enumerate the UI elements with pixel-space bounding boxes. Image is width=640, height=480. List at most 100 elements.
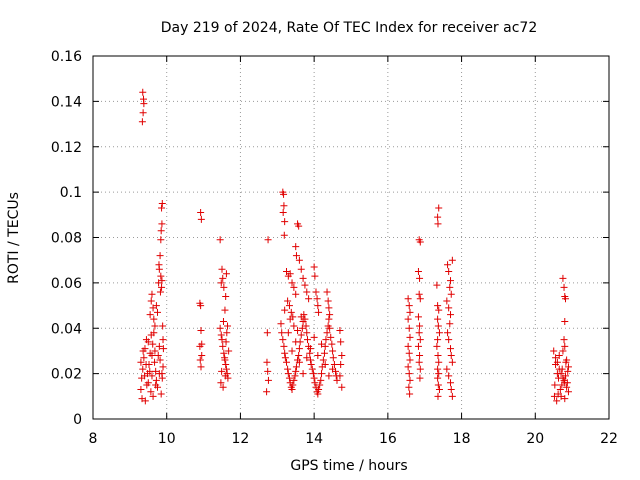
data-point	[560, 283, 568, 291]
data-point	[263, 358, 271, 366]
data-point	[220, 283, 228, 291]
data-point	[264, 367, 272, 375]
data-point	[218, 336, 226, 344]
data-point	[325, 304, 333, 312]
data-point	[224, 322, 232, 330]
data-point	[140, 354, 148, 362]
data-point	[150, 315, 158, 323]
data-point	[222, 270, 230, 278]
data-point	[292, 363, 300, 371]
data-point	[307, 361, 315, 369]
data-point	[445, 336, 453, 344]
data-point	[291, 372, 299, 380]
data-point	[279, 336, 287, 344]
data-point	[220, 349, 228, 357]
data-point	[217, 279, 225, 287]
data-point	[149, 340, 157, 348]
data-point	[278, 329, 286, 337]
data-point	[329, 347, 337, 355]
data-point	[434, 381, 442, 389]
data-point	[292, 243, 300, 251]
data-point	[561, 342, 569, 350]
data-point	[326, 311, 334, 319]
data-point	[281, 218, 289, 226]
data-point	[327, 333, 335, 341]
data-point	[152, 367, 160, 375]
data-points	[137, 88, 572, 405]
data-point	[435, 370, 443, 378]
data-point	[416, 322, 424, 330]
data-point	[321, 361, 329, 369]
data-point	[447, 351, 455, 359]
data-point	[405, 324, 413, 332]
data-point	[447, 277, 455, 285]
data-point	[277, 320, 285, 328]
data-point	[561, 317, 569, 325]
data-point	[303, 288, 311, 296]
data-point	[295, 345, 303, 353]
data-point	[152, 381, 160, 389]
data-point	[159, 322, 167, 330]
data-point	[416, 295, 424, 303]
data-point	[148, 290, 156, 298]
data-point	[333, 376, 341, 384]
y-tick-label: 0.12	[51, 140, 82, 156]
data-point	[152, 376, 160, 384]
data-point	[435, 329, 443, 337]
data-point	[151, 358, 159, 366]
data-point	[139, 365, 147, 373]
data-point	[284, 365, 292, 373]
data-point	[141, 397, 149, 405]
data-point	[286, 315, 294, 323]
data-point	[406, 376, 414, 384]
data-point	[217, 379, 225, 387]
data-point	[311, 379, 319, 387]
data-point	[149, 392, 157, 400]
data-point	[299, 370, 307, 378]
data-point	[297, 331, 305, 339]
data-point	[198, 351, 206, 359]
data-point	[222, 292, 230, 300]
data-point	[323, 329, 331, 337]
data-point	[319, 356, 327, 364]
x-tick-label: 22	[600, 431, 618, 447]
data-point	[310, 263, 318, 271]
data-point	[284, 297, 292, 305]
data-point	[151, 322, 159, 330]
data-point	[222, 338, 230, 346]
data-point	[279, 209, 287, 217]
data-point	[158, 277, 166, 285]
data-point	[314, 390, 322, 398]
data-point	[289, 381, 297, 389]
x-tick-label: 10	[158, 431, 176, 447]
data-point	[281, 306, 289, 314]
data-point	[196, 342, 204, 350]
data-point	[292, 338, 300, 346]
data-point	[445, 372, 453, 380]
data-point	[159, 363, 167, 371]
data-point	[219, 383, 227, 391]
data-point	[306, 345, 314, 353]
data-point	[337, 361, 345, 369]
data-point	[217, 331, 225, 339]
data-point	[562, 295, 570, 303]
data-point	[550, 347, 558, 355]
data-point	[295, 256, 303, 264]
data-point	[158, 199, 166, 207]
data-point	[445, 304, 453, 312]
data-point	[287, 308, 295, 316]
data-point	[448, 392, 456, 400]
data-point	[434, 351, 442, 359]
data-point	[447, 379, 455, 387]
x-tick-label: 12	[232, 431, 250, 447]
data-point	[281, 354, 289, 362]
data-point	[284, 370, 292, 378]
data-point	[434, 322, 442, 330]
data-point	[290, 322, 298, 330]
data-point	[158, 374, 166, 382]
data-point	[312, 288, 320, 296]
data-point	[434, 336, 442, 344]
data-point	[444, 261, 452, 269]
